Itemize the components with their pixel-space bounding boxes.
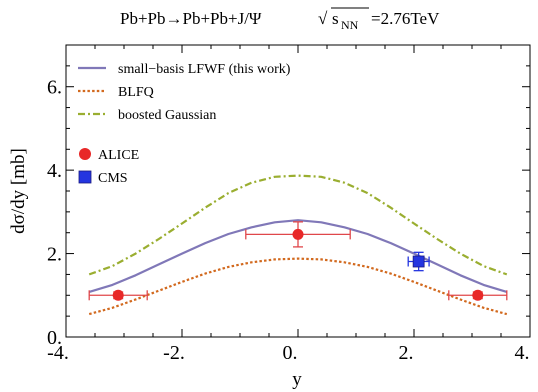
series-line-2 <box>88 174 508 276</box>
legend-label-1: BLFQ <box>118 85 154 100</box>
chart-title: Pb+Pb→Pb+Pb+J/Ψ √ s NN =2.76TeV <box>120 7 440 32</box>
legend-label-2: boosted Gaussian <box>118 108 216 123</box>
title-energy-value: =2.76TeV <box>371 9 440 28</box>
legend-label-cms: CMS <box>98 171 128 186</box>
series-line-1 <box>88 257 508 316</box>
axes-layer: -4. -2. 0. 2. 4. 0. 2. 4. 6. <box>47 44 531 364</box>
title-energy-sub: NN <box>341 18 359 32</box>
y-tick-label: 6. <box>47 77 62 99</box>
title-process: Pb+Pb→Pb+Pb+J/Ψ <box>120 9 262 28</box>
data-point-alice <box>112 289 124 301</box>
y-tick-label: 2. <box>47 244 62 266</box>
x-tick-label: 0. <box>283 342 298 364</box>
data-point-alice <box>292 228 304 240</box>
legend: small−basis LFWF (this work) BLFQ boosted … <box>78 62 291 186</box>
x-tick-label: 2. <box>399 342 414 364</box>
series-layer <box>88 174 508 316</box>
legend-label-0: small−basis LFWF (this work) <box>118 62 291 77</box>
series-line-0 <box>88 219 508 293</box>
data-point-alice <box>472 289 484 301</box>
title-sqrt-symbol: √ <box>318 9 328 28</box>
x-tick-label: 4. <box>515 342 530 364</box>
x-tick-label: -4. <box>47 342 69 364</box>
x-axis-title: y <box>292 369 302 390</box>
y-tick-label: 0. <box>47 327 62 349</box>
points-layer <box>88 221 508 301</box>
legend-marker-alice <box>79 148 91 160</box>
data-point-cms <box>412 255 425 268</box>
legend-marker-cms <box>78 170 92 184</box>
legend-label-alice: ALICE <box>98 148 139 163</box>
y-tick-label: 4. <box>47 160 62 182</box>
title-energy-var: s <box>332 9 339 28</box>
x-tick-label: -2. <box>163 342 185 364</box>
y-axis-title: dσ/dy [mb] <box>8 148 29 234</box>
